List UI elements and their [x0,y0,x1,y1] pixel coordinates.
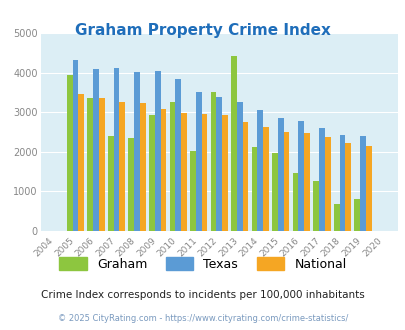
Bar [365,146,371,231]
Bar [190,151,195,231]
Bar [345,143,350,231]
Text: © 2025 CityRating.com - https://www.cityrating.com/crime-statistics/: © 2025 CityRating.com - https://www.city… [58,314,347,323]
Bar [236,102,242,231]
Bar [78,94,84,231]
Bar [119,102,125,231]
Bar [175,79,181,231]
Text: Crime Index corresponds to incidents per 100,000 inhabitants: Crime Index corresponds to incidents per… [41,290,364,300]
Bar [113,68,119,231]
Bar [251,148,257,231]
Bar [195,92,201,231]
Bar [262,127,268,231]
Bar [128,138,134,231]
Bar [140,103,145,231]
Bar [333,204,339,231]
Bar [318,128,324,231]
Text: Graham Property Crime Index: Graham Property Crime Index [75,23,330,38]
Bar [134,72,140,231]
Legend: Graham, Texas, National: Graham, Texas, National [53,250,352,277]
Bar [160,110,166,231]
Bar [87,98,93,231]
Bar [359,136,365,231]
Bar [216,97,222,231]
Bar [154,71,160,231]
Bar [292,173,298,231]
Bar [210,92,216,231]
Bar [93,69,99,231]
Bar [201,114,207,231]
Bar [277,118,283,231]
Bar [298,120,303,231]
Bar [108,136,113,231]
Bar [222,115,227,231]
Bar [339,135,345,231]
Bar [99,98,104,231]
Bar [242,122,248,231]
Bar [149,115,154,231]
Bar [257,110,262,231]
Bar [283,132,289,231]
Bar [313,181,318,231]
Bar [354,199,359,231]
Bar [67,75,72,231]
Bar [169,102,175,231]
Bar [230,56,236,231]
Bar [324,137,330,231]
Bar [181,113,186,231]
Bar [271,153,277,231]
Bar [72,60,78,231]
Bar [303,133,309,231]
